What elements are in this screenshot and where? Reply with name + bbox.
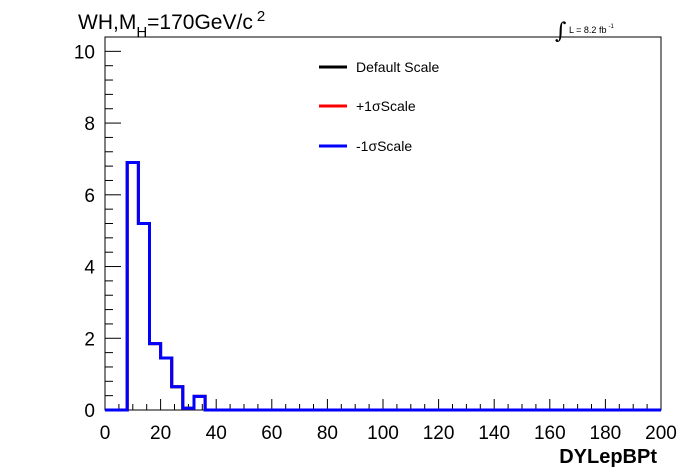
x-tick-label: 20	[150, 423, 171, 444]
y-tick-label: 10	[74, 42, 95, 63]
x-tick-label: 40	[206, 423, 227, 444]
x-tick-label: 0	[100, 423, 111, 444]
x-tick-label: 60	[261, 423, 282, 444]
y-tick-label: 8	[84, 114, 95, 135]
svg-text:L = 8.2 fb-1: L = 8.2 fb -1	[569, 24, 614, 35]
legend-label-minus: -1σScale	[356, 138, 412, 154]
x-tick-label: 200	[645, 423, 677, 444]
y-tick-label: 6	[84, 186, 95, 207]
legend-label-plus: +1σScale	[356, 98, 416, 114]
lumi-exponent: -1	[608, 24, 614, 30]
lumi-text: L = 8.2 fb	[569, 25, 606, 35]
luminosity-label: ∫ L = 8.2 fb -1	[555, 19, 614, 44]
y-tick-label: 4	[84, 258, 95, 279]
y-axis-ticks: 0 2 4 6 8 10	[74, 42, 121, 422]
series-layer	[105, 161, 661, 412]
series-line-1	[105, 161, 661, 412]
y-tick-label: 2	[84, 329, 95, 350]
x-tick-label: 180	[590, 423, 622, 444]
legend-label-default: Default Scale	[356, 59, 439, 75]
x-axis-label: DYLepBPt	[559, 446, 657, 468]
series-line-2	[105, 161, 661, 412]
x-tick-label: 140	[478, 423, 510, 444]
chart-title: WH,MH=170GeV/c 2	[78, 8, 265, 41]
integral-sign: ∫	[555, 19, 567, 44]
x-tick-label: 160	[534, 423, 566, 444]
x-axis-ticks: 0 20 40 60 80 100 120 140 160 180 200	[100, 399, 677, 444]
x-tick-label: 80	[317, 423, 338, 444]
legend: Default Scale +1σScale -1σScale	[319, 59, 439, 154]
y-tick-label: 0	[84, 401, 95, 422]
x-tick-label: 120	[423, 423, 455, 444]
x-tick-label: 100	[367, 423, 399, 444]
plot-frame	[104, 36, 662, 411]
series-line-0	[105, 161, 661, 412]
